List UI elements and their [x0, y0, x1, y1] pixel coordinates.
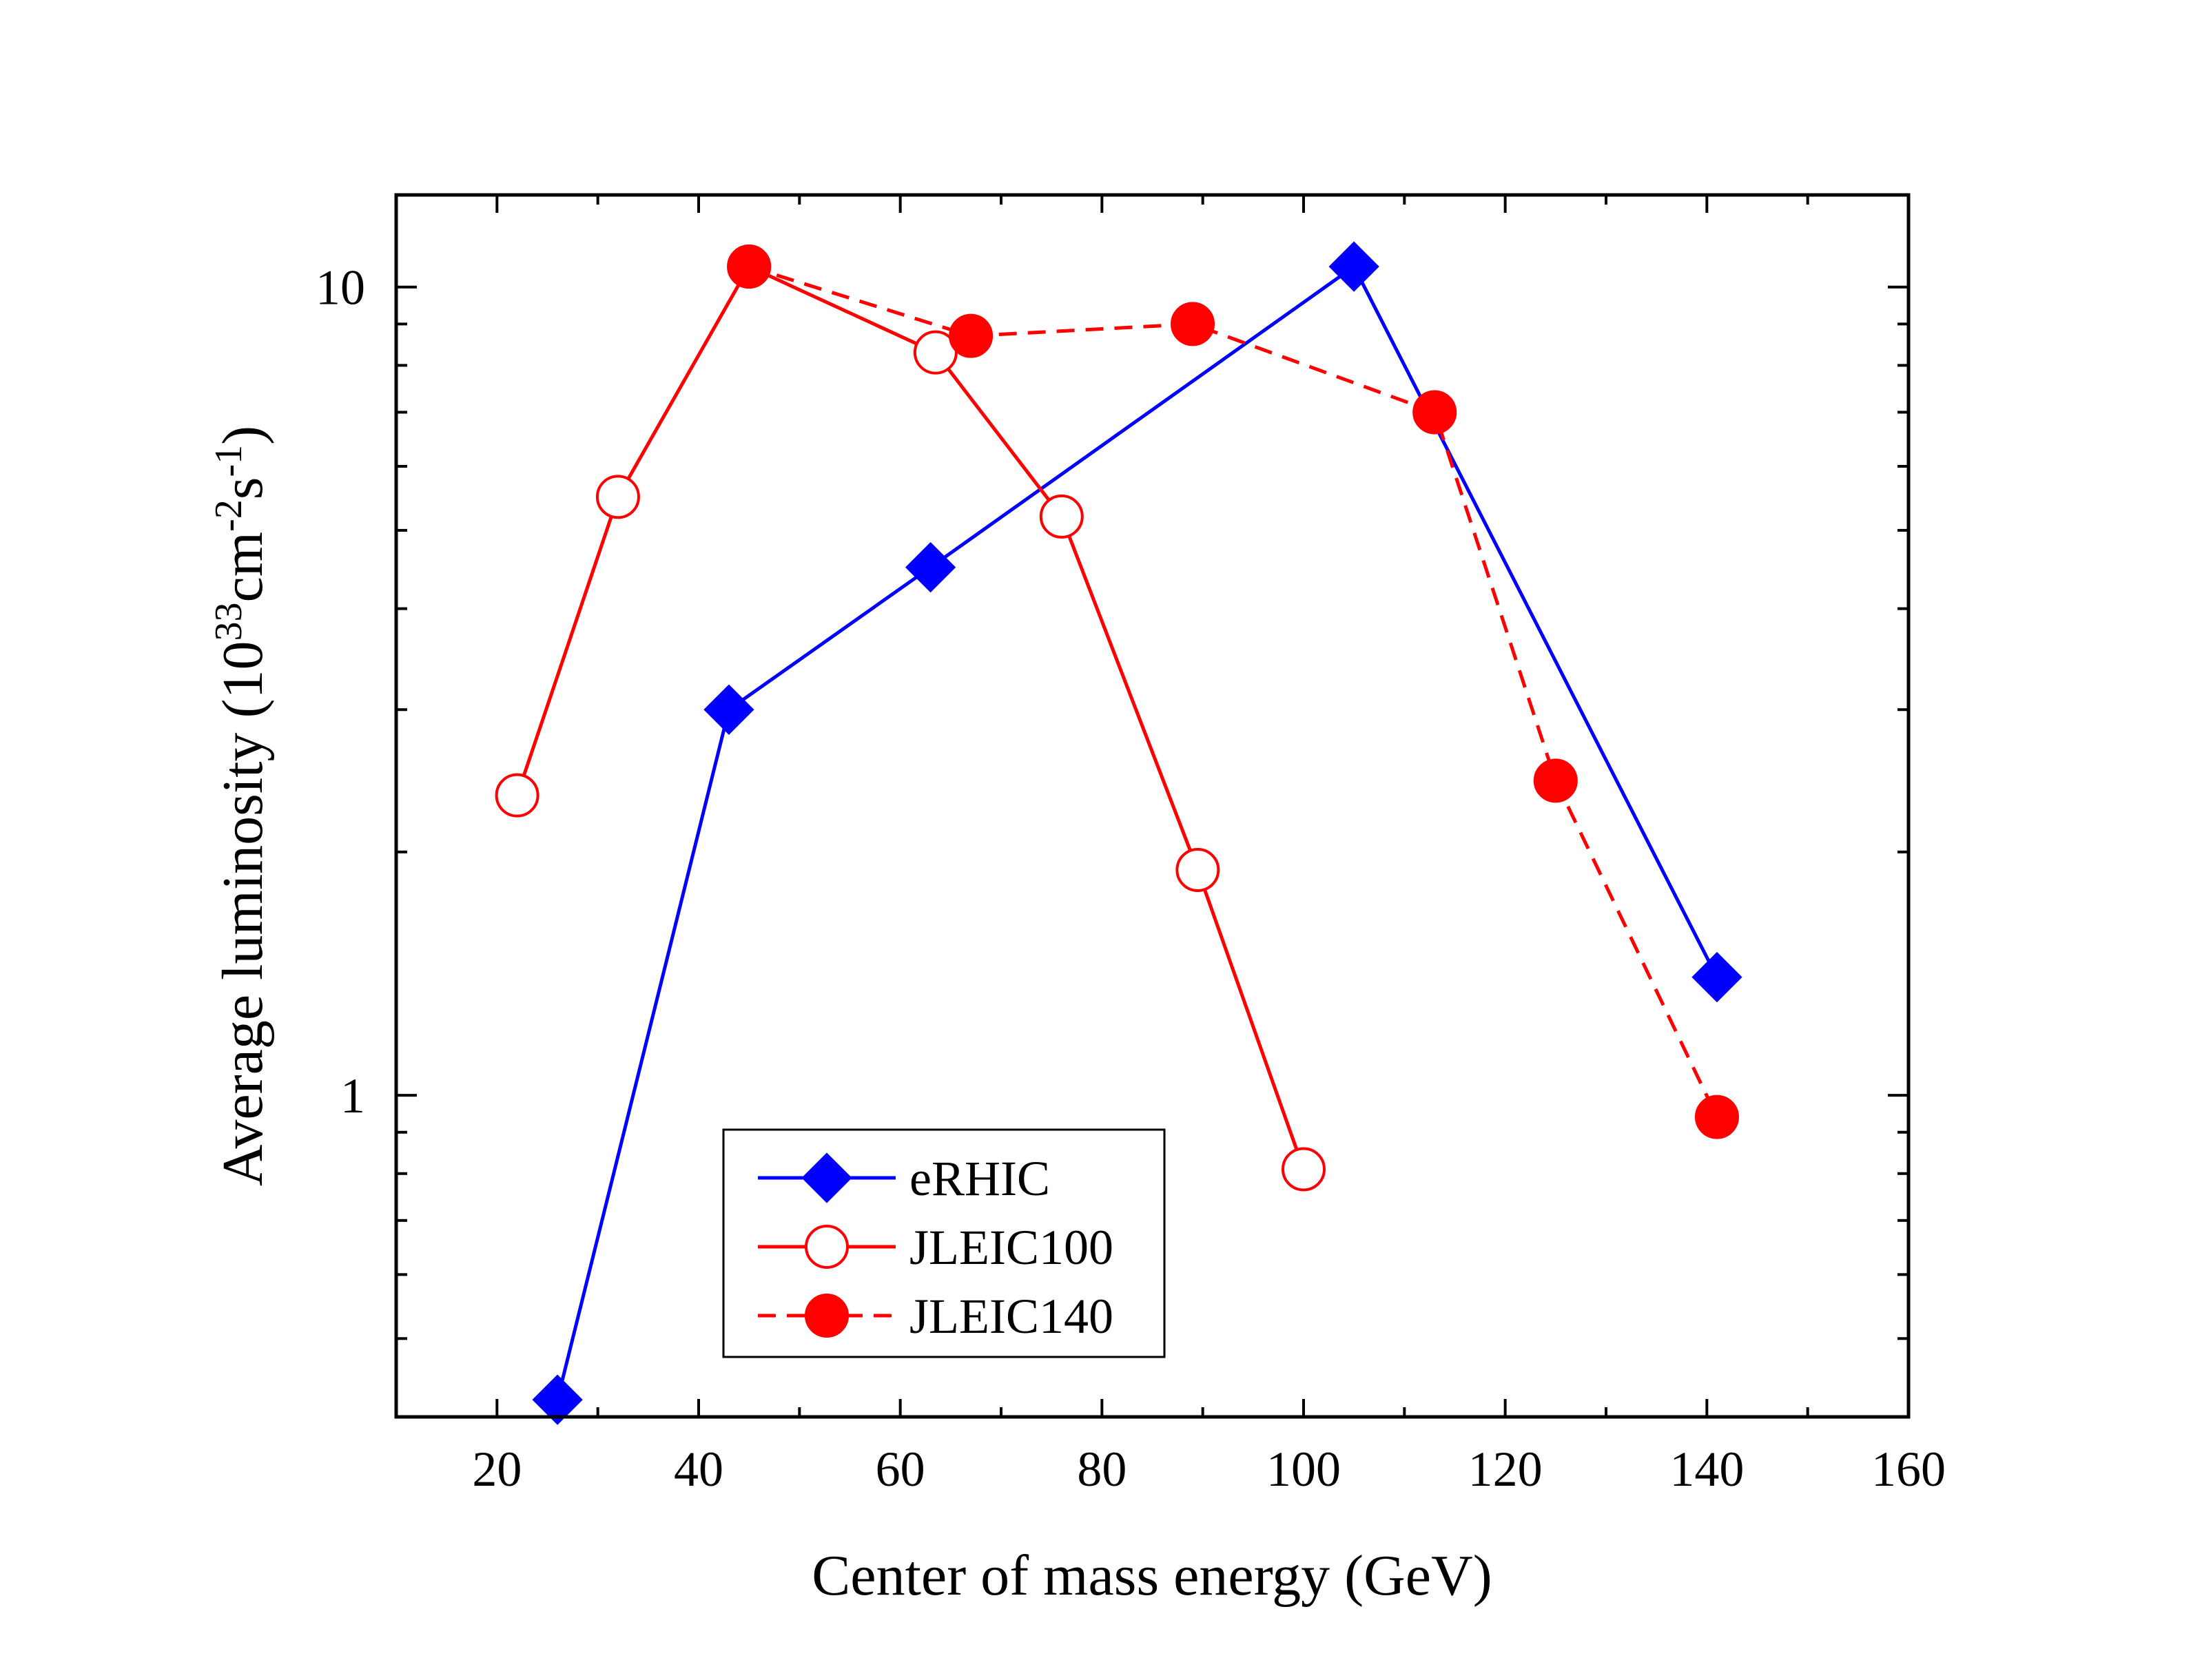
data-point-jleic140 — [1533, 758, 1578, 803]
series-line-jleic140 — [748, 265, 1719, 1118]
data-point-erhic — [703, 684, 754, 735]
x-tick-label: 140 — [1669, 1442, 1744, 1497]
y-axis-title-mid: cm — [211, 532, 275, 603]
data-point-erhic — [1328, 241, 1379, 292]
x-tick-label: 160 — [1871, 1442, 1946, 1497]
x-tick-label: 100 — [1266, 1442, 1341, 1497]
y-axis-title-exp1: 33 — [207, 603, 250, 641]
data-point-jleic100 — [495, 773, 539, 818]
axis-ticks — [395, 195, 1910, 1417]
legend: eRHIC JLEIC100 JLEIC140 — [722, 1128, 1166, 1358]
data-point-jleic100 — [913, 330, 958, 375]
y-tick-label: 10 — [316, 260, 365, 315]
data-point-jleic140 — [1694, 1095, 1739, 1139]
y-axis-title-suffix: ) — [211, 426, 275, 445]
x-tick-label: 60 — [876, 1442, 925, 1497]
data-point-jleic100 — [595, 475, 640, 519]
x-tick-label: 20 — [472, 1442, 522, 1497]
y-tick-label: 1 — [340, 1068, 365, 1123]
legend-label-erhic: eRHIC — [909, 1151, 1050, 1206]
data-point-erhic — [905, 541, 956, 593]
data-point-jleic140 — [1171, 302, 1215, 346]
x-axis-title: Center of mass energy (GeV) — [812, 1544, 1492, 1608]
data-point-jleic140 — [1412, 390, 1457, 435]
legend-marker-erhic — [801, 1152, 852, 1203]
tick-labels: 20 40 60 80 100 120 140 160 1 10 — [316, 260, 1946, 1497]
y-axis-title-exp2: -2 — [207, 499, 250, 532]
data-point-erhic — [532, 1374, 583, 1425]
data-point-jleic100 — [1175, 847, 1220, 892]
plot-frame — [394, 193, 1911, 1419]
y-axis-title-mid2: s — [211, 477, 275, 500]
x-tick-label: 120 — [1468, 1442, 1543, 1497]
y-axis-title-exp3: -1 — [207, 445, 250, 477]
y-axis-title-prefix: Average luminosity (10 — [211, 641, 275, 1187]
legend-marker-jleic140 — [805, 1294, 849, 1338]
legend-label-jleic100: JLEIC100 — [909, 1220, 1113, 1275]
data-point-jleic100 — [1039, 494, 1084, 539]
y-axis-title: Average luminosity (1033cm-2s-1) — [207, 426, 275, 1186]
legend-label-jleic140: JLEIC140 — [909, 1289, 1113, 1344]
x-tick-label: 40 — [674, 1442, 723, 1497]
data-point-jleic140 — [949, 313, 994, 358]
data-point-jleic100 — [1282, 1147, 1326, 1192]
data-point-erhic — [1691, 951, 1742, 1003]
legend-box — [722, 1128, 1166, 1358]
legend-marker-jleic100 — [805, 1225, 849, 1269]
data-point-jleic140 — [727, 245, 772, 289]
x-tick-label: 80 — [1077, 1442, 1127, 1497]
series-markers — [495, 241, 1742, 1425]
